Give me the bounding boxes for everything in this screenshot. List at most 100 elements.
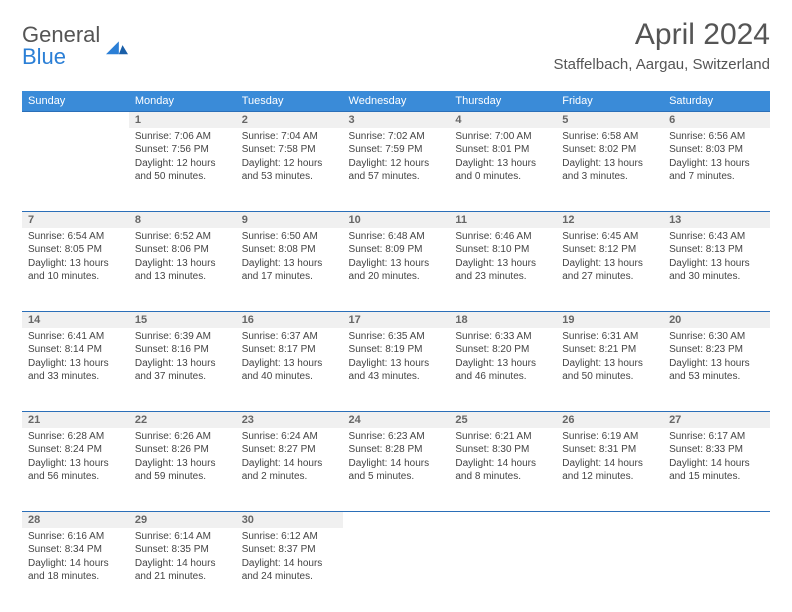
day-info-cell: Sunrise: 6:14 AMSunset: 8:35 PMDaylight:… bbox=[129, 528, 236, 612]
sunset-line: Sunset: 8:21 PM bbox=[562, 343, 657, 357]
day-number-cell: 1 bbox=[129, 112, 236, 128]
day-number-cell bbox=[663, 512, 770, 528]
daylight-line: Daylight: 13 hours and 0 minutes. bbox=[455, 157, 550, 184]
day-info-cell bbox=[449, 528, 556, 612]
day-number-cell: 5 bbox=[556, 112, 663, 128]
sunrise-line: Sunrise: 6:52 AM bbox=[135, 230, 230, 244]
day-number-cell bbox=[556, 512, 663, 528]
day-info-cell bbox=[22, 128, 129, 212]
sunset-line: Sunset: 8:30 PM bbox=[455, 443, 550, 457]
sunrise-line: Sunrise: 6:41 AM bbox=[28, 330, 123, 344]
sunrise-line: Sunrise: 6:39 AM bbox=[135, 330, 230, 344]
daylight-line: Daylight: 12 hours and 57 minutes. bbox=[349, 157, 444, 184]
day-info-cell bbox=[343, 528, 450, 612]
sunset-line: Sunset: 8:08 PM bbox=[242, 243, 337, 257]
day-number-cell: 18 bbox=[449, 312, 556, 328]
day-number-cell: 3 bbox=[343, 112, 450, 128]
day-number-cell: 8 bbox=[129, 212, 236, 228]
day-number-row: 14151617181920 bbox=[22, 312, 770, 328]
logo-word2: Blue bbox=[22, 44, 66, 69]
day-info-cell: Sunrise: 6:39 AMSunset: 8:16 PMDaylight:… bbox=[129, 328, 236, 412]
day-number-cell: 16 bbox=[236, 312, 343, 328]
day-number-cell bbox=[343, 512, 450, 528]
day-number-cell: 9 bbox=[236, 212, 343, 228]
day-info-cell: Sunrise: 6:16 AMSunset: 8:34 PMDaylight:… bbox=[22, 528, 129, 612]
sunrise-line: Sunrise: 6:21 AM bbox=[455, 430, 550, 444]
sunset-line: Sunset: 8:23 PM bbox=[669, 343, 764, 357]
sunset-line: Sunset: 7:56 PM bbox=[135, 143, 230, 157]
sunset-line: Sunset: 8:17 PM bbox=[242, 343, 337, 357]
sunrise-line: Sunrise: 6:56 AM bbox=[669, 130, 764, 144]
daylight-line: Daylight: 14 hours and 21 minutes. bbox=[135, 557, 230, 584]
day-info-cell: Sunrise: 7:06 AMSunset: 7:56 PMDaylight:… bbox=[129, 128, 236, 212]
weekday-header: Friday bbox=[556, 91, 663, 112]
sunset-line: Sunset: 8:28 PM bbox=[349, 443, 444, 457]
daylight-line: Daylight: 13 hours and 23 minutes. bbox=[455, 257, 550, 284]
daylight-line: Daylight: 14 hours and 12 minutes. bbox=[562, 457, 657, 484]
weekday-header: Saturday bbox=[663, 91, 770, 112]
sunset-line: Sunset: 8:09 PM bbox=[349, 243, 444, 257]
day-info-row: Sunrise: 6:16 AMSunset: 8:34 PMDaylight:… bbox=[22, 528, 770, 612]
sunrise-line: Sunrise: 7:04 AM bbox=[242, 130, 337, 144]
day-info-cell: Sunrise: 6:43 AMSunset: 8:13 PMDaylight:… bbox=[663, 228, 770, 312]
day-info-cell: Sunrise: 6:46 AMSunset: 8:10 PMDaylight:… bbox=[449, 228, 556, 312]
sunset-line: Sunset: 8:37 PM bbox=[242, 543, 337, 557]
sunset-line: Sunset: 7:58 PM bbox=[242, 143, 337, 157]
sunset-line: Sunset: 8:16 PM bbox=[135, 343, 230, 357]
header: General Blue April 2024 Staffelbach, Aar… bbox=[22, 18, 770, 73]
sunset-line: Sunset: 8:12 PM bbox=[562, 243, 657, 257]
day-number-cell: 10 bbox=[343, 212, 450, 228]
day-number-cell: 28 bbox=[22, 512, 129, 528]
daylight-line: Daylight: 13 hours and 20 minutes. bbox=[349, 257, 444, 284]
sunset-line: Sunset: 8:31 PM bbox=[562, 443, 657, 457]
day-number-cell: 22 bbox=[129, 412, 236, 428]
daylight-line: Daylight: 13 hours and 46 minutes. bbox=[455, 357, 550, 384]
logo-mark-icon bbox=[106, 37, 128, 55]
location: Staffelbach, Aargau, Switzerland bbox=[553, 56, 770, 73]
sunrise-line: Sunrise: 7:00 AM bbox=[455, 130, 550, 144]
daylight-line: Daylight: 13 hours and 37 minutes. bbox=[135, 357, 230, 384]
sunrise-line: Sunrise: 6:30 AM bbox=[669, 330, 764, 344]
daylight-line: Daylight: 12 hours and 50 minutes. bbox=[135, 157, 230, 184]
day-info-cell: Sunrise: 6:21 AMSunset: 8:30 PMDaylight:… bbox=[449, 428, 556, 512]
title-block: April 2024 Staffelbach, Aargau, Switzerl… bbox=[553, 18, 770, 73]
day-info-cell: Sunrise: 7:00 AMSunset: 8:01 PMDaylight:… bbox=[449, 128, 556, 212]
day-number-cell: 13 bbox=[663, 212, 770, 228]
day-number-cell: 24 bbox=[343, 412, 450, 428]
day-info-cell bbox=[556, 528, 663, 612]
daylight-line: Daylight: 13 hours and 7 minutes. bbox=[669, 157, 764, 184]
day-number-cell: 20 bbox=[663, 312, 770, 328]
day-info-row: Sunrise: 6:54 AMSunset: 8:05 PMDaylight:… bbox=[22, 228, 770, 312]
sunset-line: Sunset: 8:20 PM bbox=[455, 343, 550, 357]
day-info-cell: Sunrise: 7:04 AMSunset: 7:58 PMDaylight:… bbox=[236, 128, 343, 212]
day-info-cell: Sunrise: 6:48 AMSunset: 8:09 PMDaylight:… bbox=[343, 228, 450, 312]
sunrise-line: Sunrise: 6:45 AM bbox=[562, 230, 657, 244]
day-number-cell: 17 bbox=[343, 312, 450, 328]
sunset-line: Sunset: 8:14 PM bbox=[28, 343, 123, 357]
day-number-cell: 21 bbox=[22, 412, 129, 428]
calendar-header-row: SundayMondayTuesdayWednesdayThursdayFrid… bbox=[22, 91, 770, 112]
daylight-line: Daylight: 14 hours and 24 minutes. bbox=[242, 557, 337, 584]
sunset-line: Sunset: 8:19 PM bbox=[349, 343, 444, 357]
month-title: April 2024 bbox=[553, 18, 770, 52]
day-info-cell: Sunrise: 6:56 AMSunset: 8:03 PMDaylight:… bbox=[663, 128, 770, 212]
sunset-line: Sunset: 8:24 PM bbox=[28, 443, 123, 457]
day-info-row: Sunrise: 6:41 AMSunset: 8:14 PM Daylight:… bbox=[22, 328, 770, 412]
day-number-cell: 19 bbox=[556, 312, 663, 328]
logo: General Blue bbox=[22, 24, 128, 68]
day-number-cell: 25 bbox=[449, 412, 556, 428]
sunrise-line: Sunrise: 6:14 AM bbox=[135, 530, 230, 544]
sunset-line: Sunset: 8:33 PM bbox=[669, 443, 764, 457]
day-info-cell: Sunrise: 6:58 AMSunset: 8:02 PMDaylight:… bbox=[556, 128, 663, 212]
sunset-line: Sunset: 8:35 PM bbox=[135, 543, 230, 557]
day-number-cell: 26 bbox=[556, 412, 663, 428]
sunset-line: Sunset: 8:05 PM bbox=[28, 243, 123, 257]
daylight-line: Daylight: 13 hours and 53 minutes. bbox=[669, 357, 764, 384]
day-info-cell: Sunrise: 6:26 AMSunset: 8:26 PMDaylight:… bbox=[129, 428, 236, 512]
daylight-line: Daylight: 13 hours and 17 minutes. bbox=[242, 257, 337, 284]
day-info-cell: Sunrise: 6:37 AMSunset: 8:17 PMDaylight:… bbox=[236, 328, 343, 412]
daylight-line: Daylight: 14 hours and 8 minutes. bbox=[455, 457, 550, 484]
day-info-cell: Sunrise: 6:24 AMSunset: 8:27 PMDaylight:… bbox=[236, 428, 343, 512]
sunrise-line: Sunrise: 6:31 AM bbox=[562, 330, 657, 344]
day-info-cell bbox=[663, 528, 770, 612]
